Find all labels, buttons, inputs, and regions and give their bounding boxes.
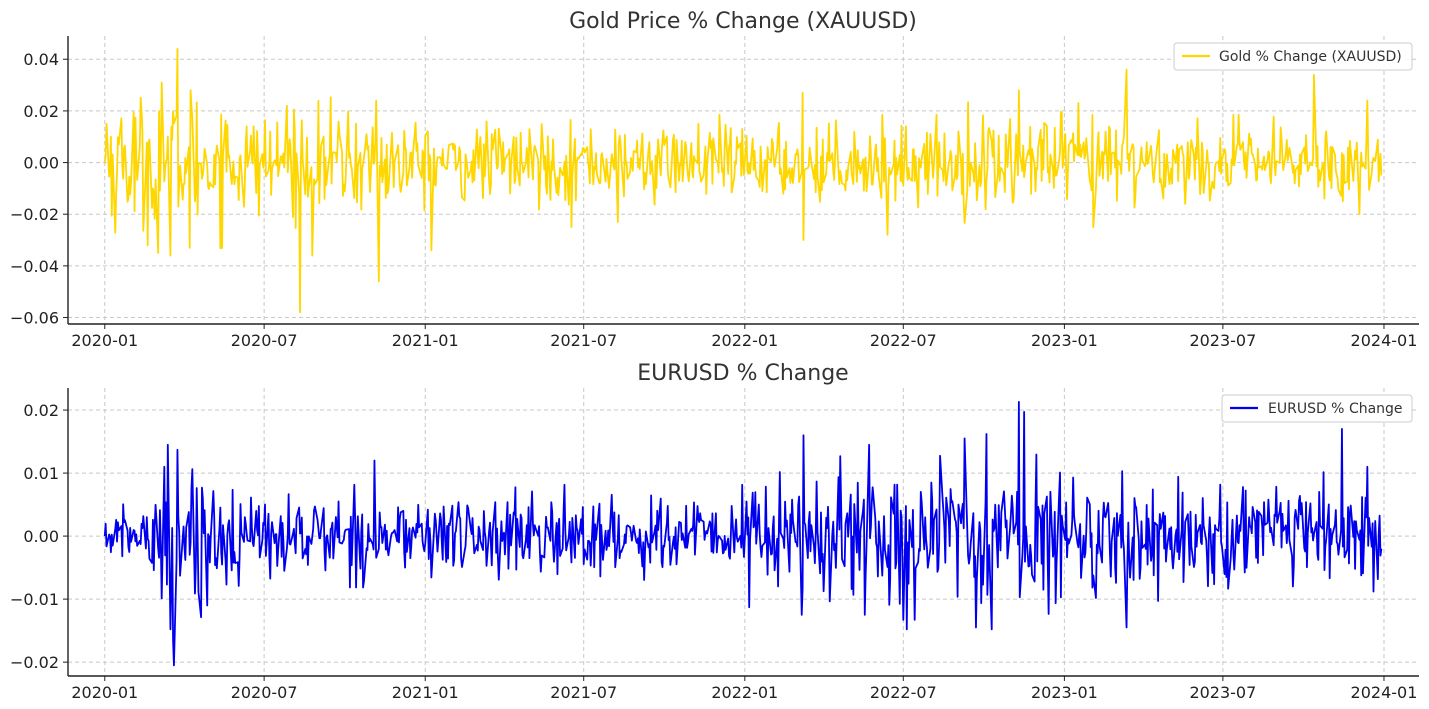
x-tick-label: 2023-01 bbox=[1031, 683, 1098, 702]
y-tick-label: 0.01 bbox=[23, 464, 59, 483]
x-tick-label: 2020-07 bbox=[231, 331, 298, 350]
legend-entry: Gold % Change (XAUUSD) bbox=[1219, 49, 1402, 65]
axes: 2020-01 2020-07 2021-01 2021-07 2022-01 2022-… bbox=[10, 388, 1419, 702]
legend-entry: EURUSD % Change bbox=[1268, 401, 1403, 417]
y-tick-label: −0.02 bbox=[10, 205, 59, 224]
legend: EURUSD % Change bbox=[1221, 394, 1413, 423]
x-tick-label: 2022-01 bbox=[711, 331, 778, 350]
y-tick-label: 0.04 bbox=[23, 50, 59, 69]
x-tick-label: 2024-01 bbox=[1351, 683, 1418, 702]
x-tick-label: 2020-01 bbox=[71, 331, 138, 350]
x-tick-label: 2021-07 bbox=[550, 683, 617, 702]
y-tick-label: −0.02 bbox=[10, 653, 59, 672]
y-tick-label: −0.04 bbox=[10, 257, 59, 276]
x-tick-label: 2024-01 bbox=[1351, 331, 1418, 350]
gold-chart: Gold Price % Change (XAUUSD) 2020-01 2020… bbox=[10, 9, 1419, 350]
x-tick-label: 2020-07 bbox=[231, 683, 298, 702]
x-tick-label: 2021-01 bbox=[392, 683, 459, 702]
y-tick-label: 0.00 bbox=[23, 527, 59, 546]
x-tick-label: 2021-07 bbox=[550, 331, 617, 350]
x-tick-label: 2023-01 bbox=[1031, 331, 1098, 350]
y-tick-label: 0.00 bbox=[23, 154, 59, 173]
y-tick-label: −0.01 bbox=[10, 590, 59, 609]
axes: 2020-01 2020-07 2021-01 2021-07 2022-01 2022-… bbox=[10, 36, 1419, 350]
y-tick-label: 0.02 bbox=[23, 102, 59, 121]
series-lines bbox=[103, 400, 1383, 667]
legend-box bbox=[1221, 394, 1413, 423]
x-tick-label: 2023-07 bbox=[1189, 331, 1256, 350]
x-tick-label: 2022-01 bbox=[711, 683, 778, 702]
legend-box bbox=[1173, 42, 1413, 71]
y-tick-label: −0.06 bbox=[10, 309, 59, 328]
x-tick-label: 2022-07 bbox=[870, 683, 937, 702]
series-lines bbox=[103, 48, 1383, 314]
series-line bbox=[103, 48, 1383, 314]
series-line bbox=[103, 400, 1383, 667]
y-tick-label: 0.02 bbox=[23, 401, 59, 420]
x-tick-label: 2022-07 bbox=[870, 331, 937, 350]
chart-title: Gold Price % Change (XAUUSD) bbox=[569, 9, 917, 34]
chart-title: EURUSD % Change bbox=[637, 361, 848, 386]
eurusd-chart: EURUSD % Change 2020-01 2020-07 2021-01 202… bbox=[10, 361, 1419, 702]
x-tick-label: 2023-07 bbox=[1189, 683, 1256, 702]
x-tick-label: 2021-01 bbox=[392, 331, 459, 350]
x-tick-label: 2020-01 bbox=[71, 683, 138, 702]
legend: Gold % Change (XAUUSD) bbox=[1173, 42, 1413, 71]
